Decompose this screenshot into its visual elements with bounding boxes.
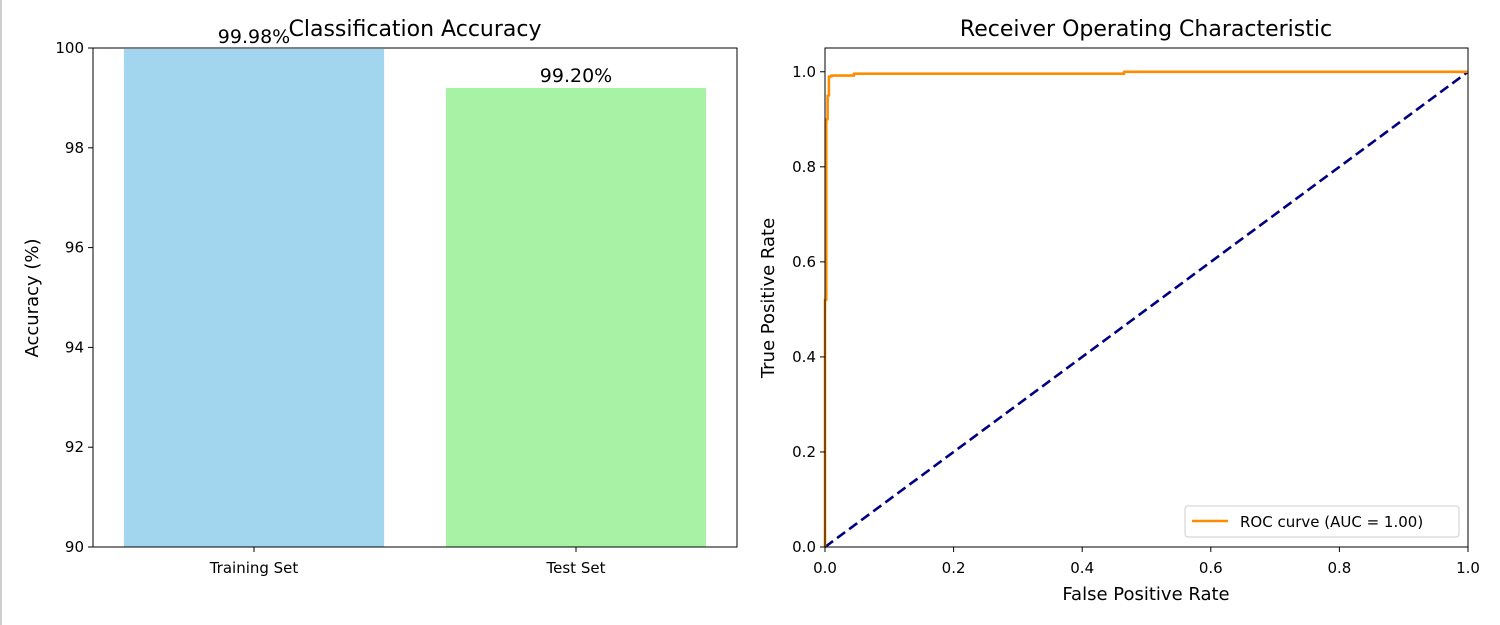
roc-chart-x-axis-label: False Positive Rate	[1062, 584, 1229, 605]
roc-chart: Receiver Operating Characteristic False …	[758, 17, 1480, 605]
bar-value-label-0: 99.98%	[218, 26, 290, 48]
y-tick-label-1: 0.2	[792, 443, 816, 461]
x-tick-label-0: 0.0	[813, 559, 837, 577]
y-tick-label-1: 92	[65, 438, 84, 456]
bar-marks: 99.98% 99.20%	[123, 26, 707, 548]
legend-box	[1184, 505, 1460, 538]
y-tick-label-4: 0.8	[792, 158, 816, 176]
y-tick-label-0: 0.0	[792, 538, 816, 556]
roc-chart-frame	[824, 47, 1469, 548]
y-tick-label-5: 100	[55, 39, 84, 57]
roc-legend: ROC curve (AUC = 1.00)	[1184, 505, 1460, 538]
bar-chart-frame	[92, 47, 738, 548]
roc-chart-y-axis-label: True Positive Rate	[758, 218, 779, 379]
bar-chart-y-axis-label: Accuracy (%)	[22, 238, 43, 357]
chance-diagonal-line	[824, 70, 1469, 549]
roc-marks	[823, 70, 1469, 549]
x-tick-label-0: Training Set	[209, 559, 299, 577]
bar-value-label-1: 99.20%	[540, 65, 612, 87]
bar-chart-axes: Training Set Test Set 90 92 94 96 98 100	[55, 39, 738, 577]
y-tick-label-3: 96	[65, 239, 84, 257]
y-tick-label-4: 98	[65, 139, 84, 157]
x-tick-label-1: Test Set	[546, 559, 606, 577]
x-tick-label-1: 0.2	[942, 559, 966, 577]
y-tick-label-2: 0.4	[792, 348, 816, 366]
roc-chart-title: Receiver Operating Characteristic	[960, 17, 1332, 42]
x-tick-label-2: 0.4	[1070, 559, 1094, 577]
roc-curve-line	[823, 70, 1468, 547]
x-tick-label-5: 1.0	[1456, 559, 1480, 577]
bar-1	[445, 87, 707, 548]
legend-label-roc-curve: ROC curve (AUC = 1.00)	[1240, 513, 1423, 531]
y-tick-label-5: 1.0	[792, 63, 816, 81]
bar-chart: Classification Accuracy Accuracy (%) 99.…	[22, 17, 738, 577]
x-tick-label-4: 0.8	[1327, 559, 1351, 577]
roc-chart-axes: 0.0 0.2 0.4 0.6 0.8 1.0 0.0 0.2 0.4 0.6 0.8 1.0	[792, 47, 1480, 577]
y-tick-label-3: 0.6	[792, 253, 816, 271]
y-tick-label-0: 90	[65, 538, 84, 556]
bar-0	[123, 48, 385, 548]
window-edge	[0, 0, 2, 625]
x-tick-label-3: 0.6	[1199, 559, 1223, 577]
y-tick-label-2: 94	[65, 338, 84, 356]
bar-chart-title: Classification Accuracy	[289, 17, 542, 42]
